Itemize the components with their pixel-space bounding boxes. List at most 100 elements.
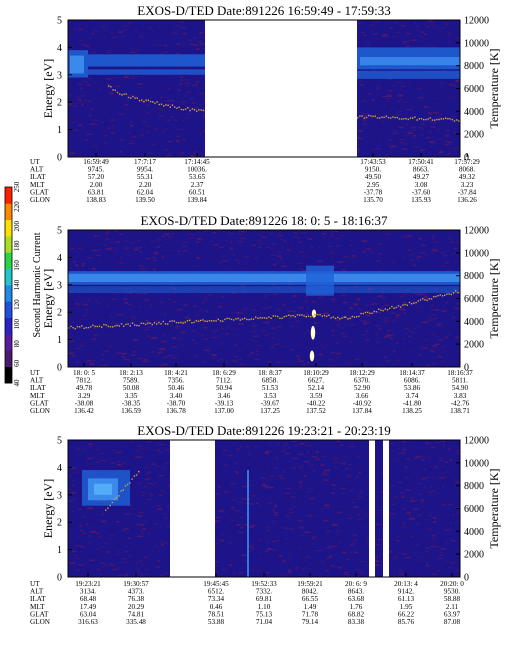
ephemeris-value: 9745. (88, 166, 104, 174)
ephemeris-value: -39.67 (261, 399, 280, 407)
ephemeris-value: 51.53 (262, 384, 279, 392)
y2-tick-label: 2000 (464, 340, 484, 351)
ephemeris-value: 9150. (365, 166, 381, 174)
plasma-band (68, 265, 460, 362)
ephemeris-value: 18:10:29 (303, 369, 329, 377)
y2-tick-label: 6000 (464, 84, 484, 95)
ephemeris-value: 63.68 (348, 595, 365, 603)
colorbar-tick-label: 80 (13, 340, 21, 348)
ephemeris-value: 316.63 (78, 618, 98, 626)
ephemeris-row-label: ILAT (30, 173, 46, 181)
y-tick-label: 0 (57, 153, 62, 164)
ephemeris-value: 63.97 (444, 610, 461, 618)
y2-tick-label: 12000 (464, 226, 489, 237)
colorbar-tick-label: 200 (13, 220, 21, 231)
y-tick-label: 3 (57, 70, 62, 81)
ephemeris-value: 8663. (413, 166, 429, 174)
ephemeris-value: -38.08 (75, 399, 94, 407)
colorbar-segment (5, 301, 12, 318)
ephemeris-value: 68.82 (348, 610, 365, 618)
y2-tick-label: 6000 (464, 294, 484, 305)
ephemeris-value: 2.11 (446, 603, 459, 611)
panel-title: EXOS-D/TED Date:891226 16:59:49 - 17:59:… (137, 3, 390, 18)
ephemeris-value: 50.08 (123, 384, 140, 392)
current-spike (309, 350, 315, 362)
colorbar-segment (5, 252, 12, 269)
ephemeris-value: 76.38 (128, 595, 145, 603)
ephemeris-value: 63.81 (88, 188, 105, 196)
ephemeris-value: 3.08 (415, 181, 428, 189)
ephemeris-value: -41.80 (403, 399, 422, 407)
colorbar-tick-label: 180 (13, 240, 21, 251)
ephemeris-value: 74.81 (128, 610, 145, 618)
ephemeris-value: 57.20 (88, 173, 105, 181)
colorbar-tick-label: 40 (13, 379, 21, 387)
ephemeris-value: -37.78 (364, 188, 383, 196)
y-tick-label: 2 (57, 98, 62, 109)
ephemeris-value: 58.88 (444, 595, 461, 603)
data-gap (205, 20, 357, 157)
colorbar-frame (4, 186, 13, 384)
ephemeris-value: 7589. (123, 377, 139, 385)
ephemeris-value: 135.70 (363, 196, 383, 204)
ephemeris-value: 71.04 (256, 618, 273, 626)
ephemeris-value: 18:14:37 (399, 369, 425, 377)
ephemeris-value: 135.93 (411, 196, 431, 204)
colorbar-segment (5, 366, 12, 384)
ephemeris-value: 18: 8:37 (258, 369, 282, 377)
y2-tick-label: 2000 (464, 550, 484, 561)
ephemeris-value: 71.78 (302, 610, 319, 618)
ephemeris-value: 10036. (187, 166, 207, 174)
colorbar-tick-label: 220 (13, 201, 21, 212)
ephemeris-row-label: MLT (30, 392, 45, 400)
ephemeris-value: 1.76 (350, 603, 363, 611)
ephemeris-value: -40.22 (307, 399, 326, 407)
y2-tick-label: 6000 (464, 504, 484, 515)
ephemeris-value: 3.66 (356, 392, 369, 400)
ephemeris-value: 137.84 (352, 407, 372, 415)
y2-tick-label: 4000 (464, 527, 484, 538)
y-axis-label: Energy [eV] (41, 269, 55, 328)
colorbar-segment (5, 203, 12, 220)
y2-axis-label: Temperature [K] (487, 48, 501, 128)
colorbar-tick-label: 60 (13, 359, 21, 367)
data-gap (383, 440, 389, 577)
y-tick-label: 5 (57, 16, 62, 27)
ephemeris-value: 3.23 (461, 181, 474, 189)
ephemeris-value: 50.46 (168, 384, 185, 392)
ephemeris-value: 136.42 (74, 407, 94, 415)
ephemeris-value: 137.00 (214, 407, 234, 415)
ephemeris-value: -42.76 (451, 399, 470, 407)
ephemeris-value: 18: 6:29 (212, 369, 236, 377)
panel-2: EXOS-D/TED Date:891226 18: 0: 5 - 18:16:… (30, 213, 501, 415)
ephemeris-value: 63.04 (80, 610, 97, 618)
y2-tick-label: 10000 (464, 38, 489, 49)
ephemeris-value: 16:59:49 (83, 158, 109, 166)
ephemeris-row-label: MLT (30, 181, 45, 189)
ephemeris-value: 18: 4:21 (164, 369, 188, 377)
ephemeris-value: 69.81 (256, 595, 273, 603)
ephemeris-value: 17:14:45 (184, 158, 210, 166)
ephemeris-value: 8042. (302, 588, 318, 596)
ephemeris-value: 49.78 (76, 384, 93, 392)
ephemeris-value: 335.48 (126, 618, 146, 626)
y-axis-label: Energy [eV] (41, 479, 55, 538)
colorbar-tick-label: 120 (13, 299, 21, 310)
colorbar-segment (5, 236, 12, 253)
ephemeris-value: 17:7:17 (134, 158, 156, 166)
spectrogram-background (68, 440, 460, 577)
ephemeris-value: 18:16:37 (447, 369, 473, 377)
ephemeris-value: 136.78 (166, 407, 186, 415)
ephemeris-value: 66.55 (302, 595, 319, 603)
y2-tick-label: 0 (464, 363, 469, 374)
y2-tick-label: 0 (464, 573, 469, 584)
y2-tick-label: 4000 (464, 107, 484, 118)
colorbar-tick-label: 160 (13, 260, 21, 271)
ephemeris-value: 5811. (452, 377, 468, 385)
y2-tick-label: 12000 (464, 16, 489, 27)
ephemeris-value: 52.14 (308, 384, 325, 392)
ephemeris-value: 139.50 (135, 196, 155, 204)
ephemeris-value: 50.94 (216, 384, 233, 392)
ephemeris-value: 4373. (128, 588, 144, 596)
